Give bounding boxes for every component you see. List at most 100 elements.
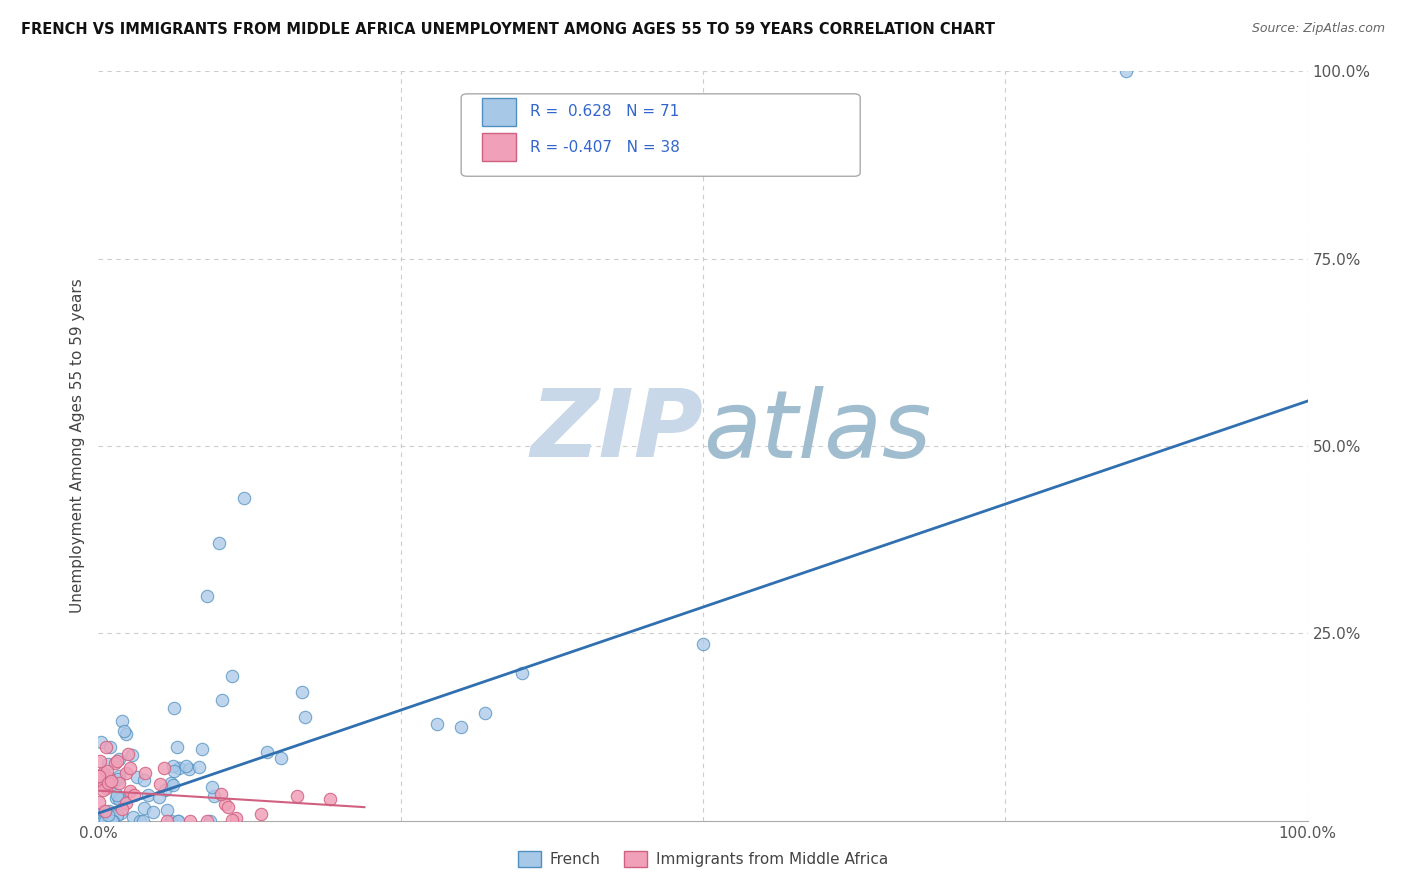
Legend: French, Immigrants from Middle Africa: French, Immigrants from Middle Africa <box>512 845 894 873</box>
Point <box>232 491 254 506</box>
Point <box>114 766 136 780</box>
Point <box>114 796 136 810</box>
Point <box>155 782 177 797</box>
Point <box>202 789 225 803</box>
Point <box>163 764 186 778</box>
Point <box>136 789 159 803</box>
Point <box>101 814 124 828</box>
Y-axis label: Unemployment Among Ages 55 to 59 years: Unemployment Among Ages 55 to 59 years <box>70 278 86 614</box>
Point <box>474 706 496 720</box>
Point <box>166 814 188 828</box>
Point <box>104 756 127 771</box>
Point <box>108 751 131 765</box>
Point <box>111 714 134 729</box>
Point <box>87 768 110 782</box>
Point <box>152 761 174 775</box>
Point <box>285 789 308 804</box>
Point <box>117 747 139 762</box>
Point <box>111 790 134 805</box>
Point <box>450 720 472 734</box>
Point <box>118 783 141 797</box>
Point <box>221 669 243 683</box>
Point <box>208 536 231 550</box>
Point <box>148 789 170 804</box>
Point <box>100 773 122 788</box>
Point <box>149 777 172 791</box>
Point <box>97 807 120 822</box>
Point <box>89 807 111 822</box>
Point <box>156 814 179 828</box>
Point <box>121 747 143 762</box>
Point <box>256 745 278 759</box>
Point <box>221 813 243 827</box>
Point <box>89 769 111 783</box>
Point <box>96 781 118 796</box>
FancyBboxPatch shape <box>482 97 516 126</box>
Point <box>97 757 120 772</box>
Point <box>118 760 141 774</box>
Point <box>179 814 201 828</box>
Point <box>510 665 533 680</box>
Point <box>162 778 184 792</box>
Point <box>101 814 124 828</box>
Point <box>111 802 134 816</box>
Point <box>91 814 114 828</box>
Point <box>160 814 183 828</box>
Point <box>91 783 114 797</box>
Text: R = -0.407   N = 38: R = -0.407 N = 38 <box>530 139 681 154</box>
FancyBboxPatch shape <box>461 94 860 177</box>
Point <box>188 760 211 774</box>
Point <box>108 791 131 805</box>
Point <box>108 776 131 790</box>
Point <box>115 727 138 741</box>
Point <box>105 754 128 768</box>
Point <box>169 761 191 775</box>
Point <box>97 804 120 818</box>
Point <box>294 709 316 723</box>
Point <box>96 810 118 824</box>
Point <box>692 637 714 651</box>
Point <box>195 814 218 828</box>
Point <box>291 684 314 698</box>
Point <box>101 774 124 789</box>
Point <box>127 770 149 784</box>
Point <box>91 766 114 780</box>
Point <box>1115 64 1137 78</box>
Point <box>198 814 221 828</box>
Point <box>174 759 197 773</box>
Point <box>163 701 186 715</box>
Point <box>195 589 218 603</box>
Point <box>93 778 115 792</box>
Point <box>134 766 156 780</box>
Point <box>96 740 118 755</box>
Text: Source: ZipAtlas.com: Source: ZipAtlas.com <box>1251 22 1385 36</box>
Point <box>89 754 111 768</box>
Point <box>110 806 132 821</box>
Point <box>112 723 135 738</box>
Point <box>94 775 117 789</box>
Point <box>211 692 233 706</box>
Point <box>166 740 188 755</box>
Point <box>177 762 200 776</box>
Point <box>160 775 183 789</box>
Point <box>319 792 342 806</box>
Point <box>167 814 190 828</box>
Point <box>201 780 224 794</box>
Point <box>107 807 129 822</box>
Point <box>96 764 118 778</box>
Point <box>97 776 120 790</box>
Point <box>90 734 112 748</box>
Point <box>156 803 179 817</box>
Point <box>87 795 110 809</box>
Point <box>89 814 111 828</box>
Point <box>270 751 292 765</box>
Point <box>90 814 112 828</box>
Text: R =  0.628   N = 71: R = 0.628 N = 71 <box>530 104 679 120</box>
Point <box>162 759 184 773</box>
Point <box>94 814 117 828</box>
Point <box>98 771 121 785</box>
Point <box>122 788 145 802</box>
Point <box>134 772 156 787</box>
Point <box>142 805 165 819</box>
Point <box>121 810 143 824</box>
